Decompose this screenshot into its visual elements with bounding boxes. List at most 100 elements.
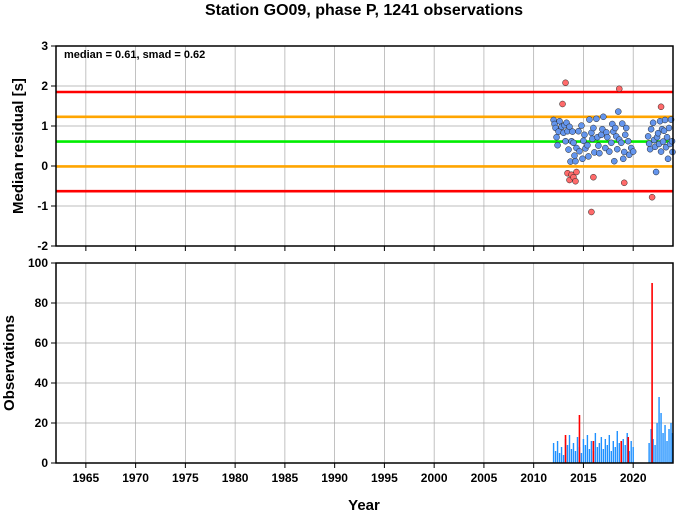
observation-bar bbox=[606, 445, 609, 463]
chart-title: Station GO09, phase P, 1241 observations bbox=[205, 2, 523, 19]
observation-bar bbox=[560, 447, 563, 463]
observations-frame bbox=[55, 262, 674, 464]
data-point bbox=[590, 173, 597, 181]
observation-bar bbox=[656, 423, 658, 463]
data-point bbox=[611, 157, 618, 165]
x-tick-label: 2015 bbox=[570, 471, 597, 485]
data-point bbox=[600, 113, 607, 121]
observation-bar bbox=[632, 447, 634, 463]
y-tick-label: 20 bbox=[35, 416, 49, 430]
observation-bar bbox=[598, 443, 601, 463]
observation-bar bbox=[582, 439, 585, 463]
observation-bar bbox=[630, 441, 632, 463]
data-point bbox=[553, 133, 560, 141]
data-point bbox=[570, 139, 577, 147]
data-point bbox=[664, 155, 672, 163]
y-tick-label: 60 bbox=[35, 336, 49, 350]
data-point bbox=[663, 133, 671, 141]
data-point bbox=[596, 149, 603, 157]
observations-y-label: Observations bbox=[1, 315, 18, 411]
observation-bar bbox=[562, 455, 565, 463]
data-point bbox=[649, 119, 657, 127]
observation-bar bbox=[652, 439, 654, 463]
residual-panel: -2 -1 0 1 2 3 median = 0.61, smad = 0.62 Medi… bbox=[10, 39, 676, 253]
observation-bar bbox=[588, 449, 591, 463]
data-point bbox=[559, 100, 566, 108]
data-point bbox=[619, 155, 627, 163]
reference-lines bbox=[56, 90, 673, 193]
data-point bbox=[612, 124, 619, 132]
observation-bar bbox=[586, 435, 589, 463]
data-point bbox=[576, 147, 583, 155]
data-point bbox=[606, 148, 613, 155]
observation-bar bbox=[572, 443, 575, 463]
data-point bbox=[593, 115, 600, 123]
observations-y-ticks: 0 20 40 60 80 100 bbox=[28, 256, 56, 470]
data-point bbox=[647, 125, 655, 133]
observation-bar bbox=[670, 423, 672, 463]
observation-bar bbox=[668, 429, 670, 463]
observation-bar bbox=[650, 429, 652, 463]
data-point bbox=[654, 129, 662, 137]
observation-bar bbox=[580, 453, 583, 463]
observation-bar bbox=[626, 433, 628, 463]
data-point bbox=[661, 116, 669, 124]
observation-bar bbox=[556, 441, 559, 463]
observation-bar bbox=[592, 441, 595, 463]
observation-bar bbox=[558, 453, 561, 463]
data-point bbox=[668, 137, 676, 145]
observation-bar bbox=[662, 433, 664, 463]
y-tick-label: 0 bbox=[41, 159, 48, 173]
observation-bar bbox=[660, 413, 662, 463]
y-tick-label: 40 bbox=[35, 376, 49, 390]
data-point bbox=[648, 193, 656, 201]
data-point bbox=[581, 131, 588, 139]
observation-bar bbox=[618, 443, 620, 463]
observations-grid bbox=[56, 262, 673, 464]
x-tick-label: 2005 bbox=[471, 471, 498, 485]
year-ticks: 1965 1970 1975 1980 1985 1990 1995 2000 2005 2010… bbox=[73, 246, 647, 485]
data-point bbox=[620, 179, 628, 187]
data-point bbox=[644, 133, 652, 140]
observation-bar bbox=[658, 397, 660, 463]
observation-bars bbox=[552, 283, 674, 463]
y-tick-label: 80 bbox=[35, 296, 49, 310]
data-point bbox=[624, 137, 632, 145]
observation-bar bbox=[578, 415, 581, 463]
observation-bar bbox=[566, 445, 569, 463]
data-point bbox=[573, 168, 580, 176]
data-point bbox=[584, 141, 591, 149]
observation-bar bbox=[628, 451, 630, 463]
y-tick-label: 2 bbox=[41, 79, 48, 93]
x-tick-label: 1980 bbox=[222, 471, 249, 485]
observation-bar bbox=[604, 439, 607, 463]
observation-bar bbox=[596, 447, 599, 463]
data-point bbox=[608, 139, 615, 147]
data-point bbox=[585, 153, 592, 160]
data-point bbox=[618, 139, 625, 147]
x-tick-label: 1975 bbox=[172, 471, 199, 485]
data-point bbox=[571, 152, 578, 159]
data-point bbox=[622, 124, 630, 132]
observation-bar bbox=[612, 441, 614, 463]
observation-bar bbox=[564, 435, 567, 463]
observation-bar bbox=[654, 445, 656, 463]
data-point bbox=[554, 141, 561, 149]
data-point bbox=[572, 177, 579, 185]
y-tick-label: 1 bbox=[41, 119, 48, 133]
observation-bar bbox=[610, 451, 612, 463]
data-point bbox=[620, 148, 628, 156]
x-tick-label: 1985 bbox=[272, 471, 299, 485]
data-point bbox=[657, 103, 665, 111]
data-point bbox=[595, 142, 602, 149]
data-point bbox=[657, 148, 665, 155]
observation-bar bbox=[568, 435, 571, 463]
residual-grid bbox=[56, 45, 673, 247]
residual-y-ticks: -2 -1 0 1 2 3 bbox=[37, 39, 56, 253]
data-point bbox=[575, 127, 582, 135]
x-tick-label: 1990 bbox=[321, 471, 348, 485]
observation-bar bbox=[666, 441, 668, 463]
observation-bar bbox=[627, 437, 630, 463]
observation-bar bbox=[614, 447, 616, 463]
